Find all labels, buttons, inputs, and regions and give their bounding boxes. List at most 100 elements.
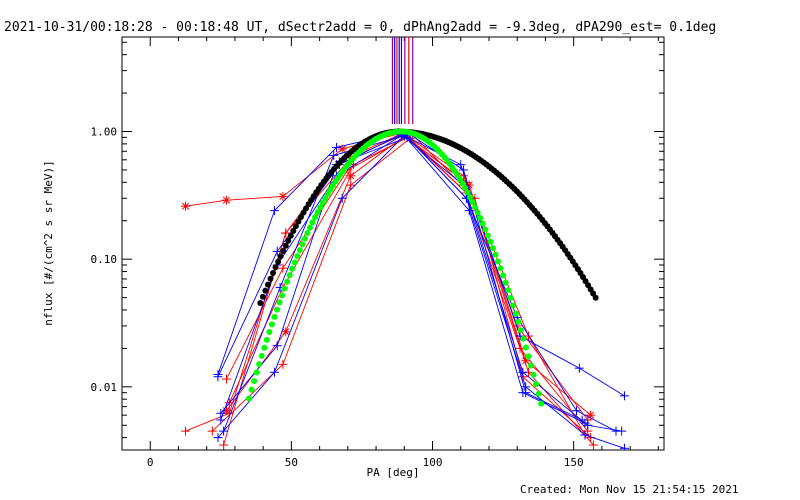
- fit-curve: [246, 128, 545, 407]
- data-point: [459, 165, 469, 175]
- fit-point: [276, 299, 283, 306]
- data-point: [221, 195, 231, 205]
- fit-point: [461, 184, 468, 191]
- fit-point: [256, 361, 263, 368]
- fit-point: [294, 253, 301, 260]
- data-point: [580, 430, 590, 440]
- fit-point: [295, 218, 302, 225]
- fit-point: [522, 344, 529, 351]
- chart-title: 2021-10-31/00:18:28 - 00:18:48 UT, dSect…: [4, 20, 716, 35]
- fit-point: [319, 199, 326, 206]
- fit-point: [287, 232, 294, 239]
- fit-point: [515, 318, 522, 325]
- fit-point: [507, 294, 514, 301]
- fit-point: [530, 371, 537, 378]
- fit-point: [492, 251, 499, 258]
- created-timestamp: Created: Mon Nov 15 21:54:15 2021: [520, 483, 739, 496]
- data-point: [574, 363, 584, 373]
- fit-point: [253, 369, 260, 376]
- series-line: [219, 129, 590, 450]
- series-line: [221, 132, 593, 436]
- fit-point: [273, 306, 280, 313]
- y-axis-label: nflux [#/(cm^2 s sr MeV)]: [42, 160, 55, 326]
- fit-point: [290, 227, 297, 234]
- fit-point: [259, 293, 266, 300]
- fit-point: [312, 214, 319, 221]
- data-point: [521, 388, 531, 398]
- fit-point: [263, 336, 270, 343]
- fit-point: [285, 237, 292, 244]
- x-tick-label: 100: [423, 456, 443, 469]
- fit-point: [314, 209, 321, 216]
- fit-curves: [246, 128, 599, 407]
- data-point: [346, 180, 356, 190]
- fit-point: [275, 258, 282, 265]
- fit-point: [281, 285, 288, 292]
- fit-point: [267, 275, 274, 282]
- y-tick-label: 0.01: [91, 381, 118, 394]
- data-point: [219, 426, 229, 436]
- fit-point: [528, 362, 535, 369]
- fit-point: [261, 344, 268, 351]
- fit-point: [322, 195, 329, 202]
- x-tick-label: 150: [564, 456, 584, 469]
- fit-point: [474, 209, 481, 216]
- data-point: [281, 327, 291, 337]
- fit-point: [472, 204, 479, 211]
- fit-point: [479, 220, 486, 227]
- fit-point: [464, 189, 471, 196]
- fit-point: [277, 253, 284, 260]
- data-point: [269, 367, 279, 377]
- fit-point: [270, 269, 277, 276]
- fit-point: [299, 241, 306, 248]
- fit-point: [289, 265, 296, 272]
- fit-point: [477, 214, 484, 221]
- fit-point: [282, 242, 289, 249]
- fit-point: [469, 199, 476, 206]
- data-point: [219, 440, 229, 450]
- fit-point: [317, 204, 324, 211]
- fit-point: [489, 245, 496, 252]
- fit-point: [520, 335, 527, 342]
- y-tick-label: 0.10: [91, 253, 118, 266]
- data-point: [577, 415, 587, 425]
- fit-point: [279, 292, 286, 299]
- fit-point: [497, 265, 504, 272]
- fit-point: [307, 224, 314, 231]
- data-point: [269, 206, 279, 216]
- fit-point: [525, 353, 532, 360]
- fit-point: [246, 395, 253, 402]
- data-point: [181, 201, 191, 211]
- fit-point: [292, 223, 299, 230]
- fit-point: [309, 219, 316, 226]
- data-point: [216, 408, 226, 418]
- plot-area: [181, 37, 629, 450]
- fit-point: [266, 329, 273, 336]
- fit-point: [268, 321, 275, 328]
- fit-point: [502, 279, 509, 286]
- data-point: [611, 426, 621, 436]
- fit-point: [482, 226, 489, 233]
- vertical-markers: [391, 37, 414, 124]
- fit-point: [304, 230, 311, 237]
- series-polyline: [223, 133, 586, 446]
- data-point: [619, 443, 629, 450]
- fit-point: [484, 232, 491, 239]
- data-point: [221, 374, 231, 384]
- x-axis-label: PA [deg]: [367, 466, 420, 479]
- fit-point: [258, 352, 265, 359]
- x-axis: 0 50 100 150: [147, 37, 659, 469]
- data-point: [213, 433, 223, 443]
- data-point: [278, 191, 288, 201]
- fit-point: [517, 327, 524, 334]
- fit-point: [510, 302, 517, 309]
- fit-point: [296, 247, 303, 254]
- data-point: [213, 372, 223, 382]
- fit-point: [301, 235, 308, 242]
- fit-point: [533, 381, 540, 388]
- fit-point: [291, 259, 298, 266]
- data-point: [207, 426, 217, 436]
- fit-point: [459, 180, 466, 187]
- fit-point: [248, 386, 255, 393]
